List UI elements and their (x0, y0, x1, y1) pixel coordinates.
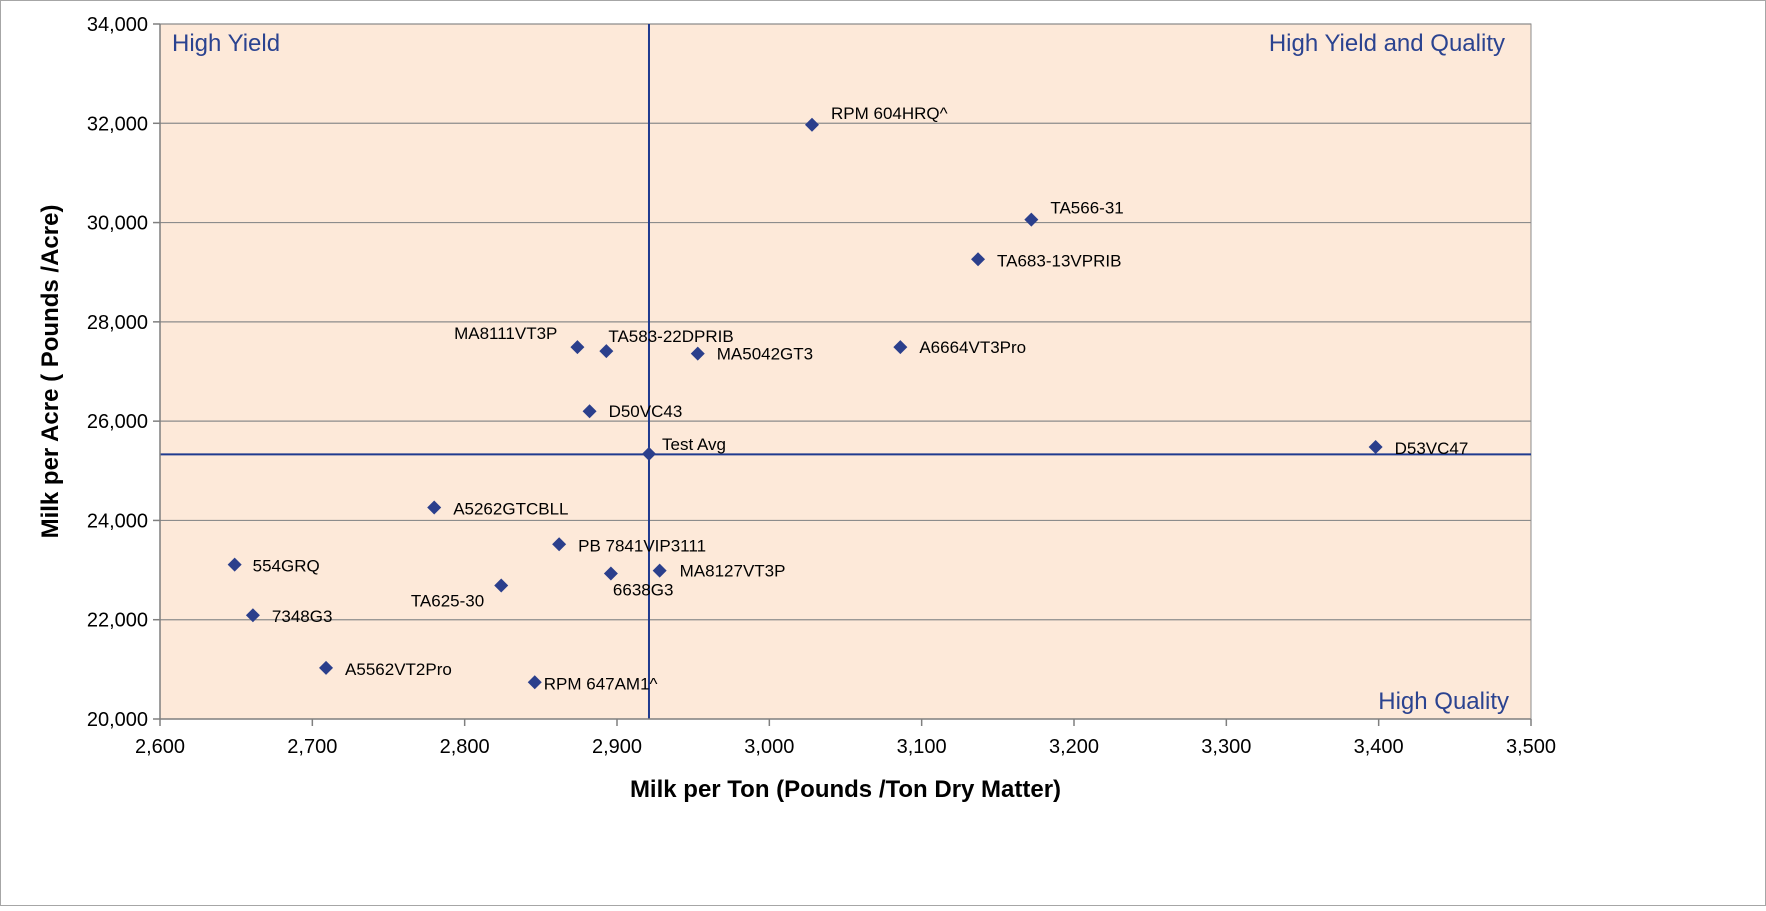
point-label: MA8111VT3P (454, 324, 557, 343)
gridlines (160, 23, 1531, 621)
quadrant-label-high-yield: High Yield (172, 30, 280, 57)
y-tick-label: 20,000 (87, 709, 148, 731)
point-label: Test Avg (662, 435, 726, 454)
point-label: PB 7841VIP3111 (578, 536, 706, 555)
point-label: A6664VT3Pro (919, 338, 1026, 357)
reference-lines (160, 24, 1531, 719)
data-point (494, 578, 509, 593)
data-point (570, 340, 585, 355)
data-point (527, 675, 542, 690)
point-label: RPM 647AM1^ (544, 674, 658, 693)
data-point (245, 608, 260, 623)
data-points (227, 117, 1383, 690)
point-label: A5562VT2Pro (345, 660, 452, 679)
data-point (603, 566, 618, 581)
y-tick-label: 26,000 (87, 411, 148, 433)
point-label: D50VC43 (609, 402, 683, 421)
data-point (319, 660, 334, 675)
quadrant-labels: High Yield High Yield and Quality High Q… (172, 30, 1509, 715)
y-tick-label: 28,000 (87, 312, 148, 334)
x-tick-label: 3,100 (897, 736, 947, 758)
point-label: 6638G3 (613, 581, 674, 600)
point-label: TA683-13VPRIB (997, 251, 1121, 270)
y-tick-label: 32,000 (87, 113, 148, 135)
data-point (427, 500, 442, 515)
data-point (1024, 212, 1039, 227)
point-label: TA566-31 (1050, 199, 1123, 218)
x-tick-label: 2,600 (135, 736, 185, 758)
point-label: 554GRQ (253, 557, 320, 576)
data-point (599, 344, 614, 359)
point-label: D53VC47 (1395, 439, 1469, 458)
data-point (893, 340, 908, 355)
data-point (690, 346, 705, 361)
x-tick-label: 2,900 (592, 736, 642, 758)
data-point (804, 117, 819, 132)
x-tick-label: 3,200 (1049, 736, 1099, 758)
data-point (652, 563, 667, 578)
quadrant-label-high-quality: High Quality (1378, 688, 1509, 715)
x-tick-label: 2,800 (440, 736, 490, 758)
point-label: TA625-30 (411, 591, 484, 610)
data-point (227, 557, 242, 572)
point-labels: RPM 604HRQ^ TA566-31 TA683-13VPRIB MA8111VT… (253, 104, 1469, 693)
x-axis-title: Milk per Ton (Pounds /Ton Dry Matter) (630, 776, 1061, 803)
x-tick-label: 3,300 (1201, 736, 1251, 758)
point-label: MA5042GT3 (717, 345, 813, 364)
point-label: RPM 604HRQ^ (831, 104, 948, 123)
y-tick-label: 34,000 (87, 14, 148, 36)
data-point (971, 252, 986, 267)
plot-area (159, 23, 1532, 720)
x-tick-label: 3,000 (744, 736, 794, 758)
quadrant-label-high-yield-and-quality: High Yield and Quality (1269, 30, 1505, 57)
x-tick-label: 2,700 (287, 736, 337, 758)
y-axis-title: Milk per Acre ( Pounds /Acre) (37, 205, 64, 539)
data-point (641, 446, 656, 461)
x-tick-label: 3,400 (1354, 736, 1404, 758)
point-label: 7348G3 (272, 607, 333, 626)
point-label: TA583-22DPRIB (608, 327, 733, 346)
y-tick-label: 22,000 (87, 610, 148, 632)
point-label: MA8127VT3P (680, 562, 786, 581)
y-tick-label: 30,000 (87, 213, 148, 235)
data-point (1368, 439, 1383, 454)
x-tick-label: 3,500 (1506, 736, 1556, 758)
point-label: A5262GTCBLL (453, 500, 568, 519)
axes: 20,000 22,000 24,000 26,000 28,000 30,000 32,0… (87, 14, 1556, 758)
data-point (552, 537, 567, 552)
y-tick-label: 24,000 (87, 510, 148, 532)
data-point (582, 404, 597, 419)
